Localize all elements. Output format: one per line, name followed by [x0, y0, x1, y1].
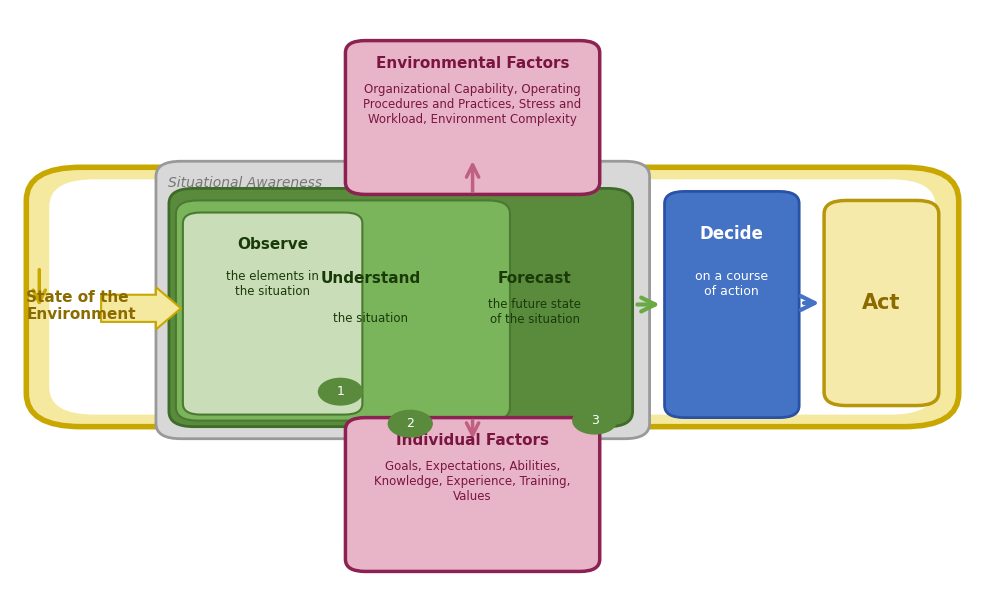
Text: the situation: the situation [333, 311, 408, 325]
Text: Forecast: Forecast [498, 271, 572, 287]
FancyBboxPatch shape [169, 188, 633, 427]
FancyBboxPatch shape [665, 191, 799, 418]
FancyBboxPatch shape [183, 213, 362, 415]
FancyBboxPatch shape [49, 179, 936, 415]
FancyBboxPatch shape [824, 201, 939, 405]
Text: Individual Factors: Individual Factors [396, 433, 549, 448]
Text: 2: 2 [406, 417, 414, 430]
Text: on a course
of action: on a course of action [695, 270, 768, 298]
Text: 3: 3 [591, 414, 599, 427]
Text: the future state
of the situation: the future state of the situation [488, 298, 581, 326]
Text: Observe: Observe [237, 237, 308, 251]
Text: Understand: Understand [320, 271, 420, 287]
Text: 1: 1 [337, 385, 344, 398]
Text: Environmental Factors: Environmental Factors [376, 56, 569, 71]
Text: Goals, Expectations, Abilities,
Knowledge, Experience, Training,
Values: Goals, Expectations, Abilities, Knowledg… [374, 460, 571, 503]
Text: the elements in
the situation: the elements in the situation [226, 270, 319, 298]
FancyBboxPatch shape [345, 418, 600, 571]
FancyBboxPatch shape [176, 201, 510, 421]
Text: Situational Awareness: Situational Awareness [168, 176, 322, 190]
FancyBboxPatch shape [156, 161, 650, 439]
Circle shape [573, 407, 617, 434]
Circle shape [388, 410, 432, 437]
Text: State of the
Environment: State of the Environment [26, 290, 136, 322]
Circle shape [319, 378, 362, 405]
Text: Organizational Capability, Operating
Procedures and Practices, Stress and
Worklo: Organizational Capability, Operating Pro… [363, 83, 582, 126]
FancyBboxPatch shape [26, 167, 959, 427]
FancyBboxPatch shape [345, 41, 600, 195]
FancyArrow shape [101, 287, 181, 330]
Text: Decide: Decide [700, 225, 764, 242]
Text: Act: Act [862, 293, 901, 313]
